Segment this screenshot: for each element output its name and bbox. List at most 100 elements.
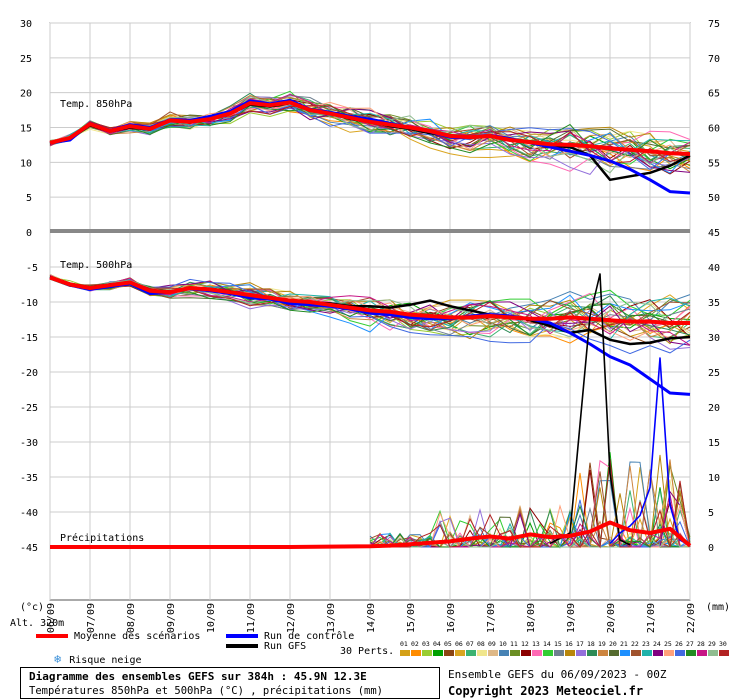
tick-mm-right: 0 <box>708 543 714 554</box>
tick-850-left: 15 <box>20 124 32 135</box>
tick-mm-right: 25 <box>708 368 720 379</box>
tick-mm-right: 15 <box>708 438 720 449</box>
date-tick: 22/09 <box>686 603 697 633</box>
tick-850-right: 75 <box>708 19 720 30</box>
tick-850-left: 5 <box>26 193 32 204</box>
pert-number: 11 <box>510 640 518 648</box>
pert-swatch <box>686 650 696 656</box>
pert-swatch <box>455 650 465 656</box>
footer-title: Diagramme des ensembles GEFS sur 384h : … <box>29 670 367 683</box>
tick-500-left: -15 <box>20 333 38 344</box>
date-tick: 06/09 <box>46 603 57 633</box>
pert-number: 05 <box>444 640 452 648</box>
tick-mm-right: 5 <box>708 508 714 519</box>
tick-500-left: -5 <box>26 263 38 274</box>
date-tick: 09/09 <box>166 603 177 633</box>
perturbation-line <box>49 278 691 355</box>
axis-ticks: 30252015105075706560555045-5-10-15-20-25… <box>20 19 720 633</box>
date-tick: 13/09 <box>326 603 337 633</box>
pert-number: 06 <box>455 640 463 648</box>
pert-swatch <box>554 650 564 656</box>
legend-gfs-label: Run GFS <box>264 641 307 652</box>
tick-850-right: 50 <box>708 193 720 204</box>
pert-number: 30 <box>719 640 727 648</box>
series-line-pr-cipitations <box>609 357 691 547</box>
legend-mean-swatch <box>36 634 68 638</box>
tick-mm-right: 30 <box>708 333 720 344</box>
tick-mm-right: 10 <box>708 473 720 484</box>
legend-snow: ❄ Risque neige <box>54 652 141 666</box>
panel-500-label: Temp. 500hPa <box>60 260 132 271</box>
tick-500-left: -45 <box>20 543 38 554</box>
copyright: Copyright 2023 Meteociel.fr <box>448 684 644 698</box>
tick-850-left: 20 <box>20 89 32 100</box>
pert-swatch <box>697 650 707 656</box>
pert-swatch <box>653 650 663 656</box>
legend-mean: Moyenne des scénarios <box>36 631 200 642</box>
pert-number: 14 <box>543 640 551 648</box>
pert-swatch <box>444 650 454 656</box>
date-tick: 19/09 <box>566 603 577 633</box>
tick-850-left: 10 <box>20 158 32 169</box>
pert-number: 01 <box>400 640 408 648</box>
tick-500-left: -25 <box>20 403 38 414</box>
pert-number: 15 <box>554 640 562 648</box>
pert-number: 28 <box>697 640 705 648</box>
ensemble-chart: 30252015105075706560555045-5-10-15-20-25… <box>10 19 730 633</box>
pert-number: 12 <box>521 640 529 648</box>
pert-number: 21 <box>620 640 628 648</box>
legend-snow-label: Risque neige <box>69 655 142 666</box>
panel-separator <box>50 229 690 233</box>
tick-500-left: -40 <box>20 508 38 519</box>
pert-swatch <box>477 650 487 656</box>
tick-500-left: -35 <box>20 473 38 484</box>
precip-label: Précipitations <box>60 532 144 544</box>
date-tick: 12/09 <box>286 603 297 633</box>
pert-swatch <box>631 650 641 656</box>
pert-swatch <box>587 650 597 656</box>
pert-swatch <box>664 650 674 656</box>
footer-subtitle: Températures 850hPa et 500hPa (°C) , pré… <box>29 685 384 697</box>
pert-swatch <box>565 650 575 656</box>
tick-500-left: -30 <box>20 438 38 449</box>
tick-mm-right: 20 <box>708 403 720 414</box>
tick-mm-right: 35 <box>708 298 720 309</box>
tick-mm-right: 40 <box>708 263 720 274</box>
pert-number: 25 <box>664 640 672 648</box>
pert-swatch <box>532 650 542 656</box>
pert-number: 16 <box>565 640 573 648</box>
date-tick: 17/09 <box>486 603 497 633</box>
tick-500-left: -20 <box>20 368 38 379</box>
date-tick: 14/09 <box>366 603 377 633</box>
pert-swatch <box>510 650 520 656</box>
pert-number: 13 <box>532 640 540 648</box>
legend-gfs: Run GFS <box>226 641 306 652</box>
date-tick: 15/09 <box>406 603 417 633</box>
pert-number: 27 <box>686 640 694 648</box>
date-tick: 11/09 <box>246 603 257 633</box>
tick-850-left: 0 <box>26 228 32 239</box>
pert-number: 08 <box>477 640 485 648</box>
altitude-label: Alt. 320m <box>10 618 64 629</box>
series-line-temp-850hpa <box>49 100 691 156</box>
main-series-lines <box>49 98 692 549</box>
pert-number: 18 <box>587 640 595 648</box>
legend-control: Run de contrôle <box>226 631 354 642</box>
pert-number: 09 <box>488 640 496 648</box>
legend-mean-label: Moyenne des scénarios <box>74 631 201 642</box>
right-unit-label: (mm) <box>706 602 730 613</box>
pert-swatch <box>433 650 443 656</box>
pert-swatch <box>488 650 498 656</box>
tick-850-right: 65 <box>708 89 720 100</box>
date-tick: 08/09 <box>126 603 137 633</box>
pert-swatch <box>543 650 553 656</box>
date-tick: 10/09 <box>206 603 217 633</box>
legend-control-swatch <box>226 634 258 638</box>
pert-number: 03 <box>422 640 430 648</box>
tick-850-left: 25 <box>20 54 32 65</box>
series-line-temp-500hpa <box>49 275 690 325</box>
run-info: Ensemble GEFS du 06/09/2023 - 00Z <box>448 668 667 681</box>
pert-number: 26 <box>675 640 683 648</box>
footer-box: Diagramme des ensembles GEFS sur 384h : … <box>20 667 440 699</box>
panel-850-label: Temp. 850hPa <box>60 99 132 110</box>
